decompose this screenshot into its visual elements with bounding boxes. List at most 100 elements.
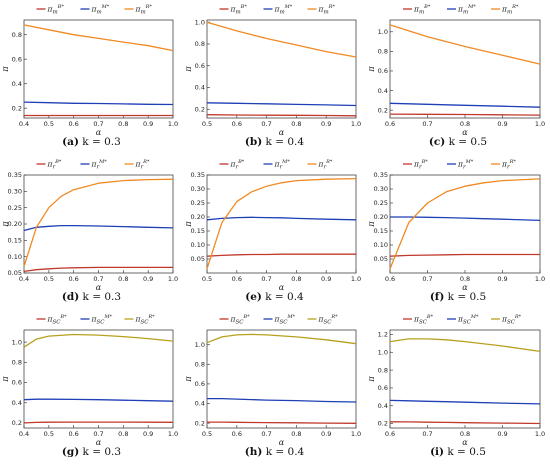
series-line-b — [389, 253, 540, 257]
legend-entry: πrM* — [457, 159, 474, 171]
x-tick-label: 0.6 — [385, 430, 395, 438]
series-line-r_sc — [389, 338, 541, 353]
chart-svg: 0.4 0.5 0.6 0.7 0.8 0.9 1.0 0.2 0.4 0.6 0.8 α π πmB* π… — [1, 4, 178, 137]
legend-entry: πrM* — [274, 159, 291, 171]
y-tick-label: 0.35 — [374, 171, 388, 179]
chart-svg: 0.5 0.6 0.7 0.8 0.9 1.0 0.2 0.4 0.6 0.8 1.0 α π πSCB*… — [184, 314, 361, 447]
y-tick-label: 0.15 — [374, 227, 388, 235]
x-tick-label: 0.9 — [143, 120, 153, 128]
caption-text: k = 0.5 — [447, 291, 487, 303]
y-tick-label: 0.4 — [195, 84, 205, 92]
legend-entry: πrR* — [135, 159, 150, 171]
legend-entry: πSCM* — [91, 314, 113, 326]
series-line-m — [23, 398, 174, 402]
caption-text: k = 0.3 — [82, 136, 121, 148]
plot-frame — [206, 329, 357, 429]
x-tick-label: 0.9 — [497, 120, 507, 128]
x-tick-label: 0.8 — [291, 430, 301, 438]
panel-caption: (a) k = 0.3 — [0, 136, 183, 148]
caption-text: k = 0.5 — [447, 446, 486, 458]
panel-caption: (c) k = 0.5 — [366, 136, 550, 148]
legend-entry: πSCR* — [318, 314, 339, 326]
y-tick-label: 0.10 — [191, 241, 205, 249]
x-tick-label: 0.7 — [422, 275, 432, 283]
caption-text: k = 0.3 — [82, 446, 122, 458]
plot-frame — [206, 19, 357, 119]
series-line-b — [206, 253, 356, 257]
x-tick-label: 0.5 — [202, 275, 212, 283]
legend-entry: πSCM* — [457, 314, 479, 326]
y-axis-label: π — [1, 376, 10, 383]
y-tick-label: 0.05 — [191, 255, 205, 263]
x-tick-label: 0.7 — [93, 275, 103, 283]
caption-label: (h) — [244, 446, 263, 458]
chart-svg: 0.6 0.7 0.8 0.9 1.0 0.2 0.4 0.6 0.8 1.0 1.2 α π πSCB*… — [367, 314, 545, 447]
x-tick-label: 0.8 — [118, 120, 128, 128]
x-tick-label: 0.6 — [68, 275, 78, 283]
chart-panel-b: 0.5 0.6 0.7 0.8 0.9 1.0 0.2 0.4 0.6 0.8 1.0 α π πmB* π… — [183, 0, 366, 155]
y-tick-label: 0.25 — [191, 199, 205, 207]
y-tick-label: 0.30 — [8, 188, 22, 196]
panel-caption: (g) k = 0.3 — [0, 446, 183, 458]
x-tick-label: 0.5 — [44, 430, 54, 438]
chart-panel-d: 0.4 0.5 0.6 0.7 0.8 0.9 1.0 0.05 0.10 0.15 0.20 0.2… — [0, 155, 183, 310]
series-line-b — [23, 266, 173, 273]
y-tick-label: 0.8 — [12, 31, 22, 39]
x-tick-label: 0.9 — [321, 430, 331, 438]
panel-caption: (f) k = 0.5 — [366, 291, 550, 303]
x-tick-label: 0.5 — [44, 275, 54, 283]
x-axis-label: α — [96, 128, 102, 137]
x-tick-label: 1.0 — [351, 120, 361, 128]
x-tick-label: 0.5 — [202, 430, 212, 438]
series-line-r_sc — [23, 333, 174, 348]
x-tick-label: 0.9 — [497, 275, 507, 283]
x-tick-label: 0.9 — [143, 275, 153, 283]
x-tick-label: 1.0 — [168, 120, 178, 128]
y-tick-label: 0.6 — [378, 384, 388, 392]
chart-svg: 0.6 0.7 0.8 0.9 1.0 0.2 0.4 0.6 0.8 1.0 α π πmB* πmM*… — [367, 4, 545, 137]
caption-label: (a) — [62, 136, 79, 148]
legend-entry: πrR* — [318, 159, 333, 171]
series-line-m — [23, 224, 174, 232]
x-tick-label: 0.8 — [118, 430, 128, 438]
series-line-r_r — [206, 177, 357, 269]
y-axis-label: π — [184, 66, 193, 73]
caption-label: (b) — [244, 136, 263, 148]
legend-entry: πrR* — [501, 159, 516, 171]
series-line-m — [206, 216, 357, 221]
y-tick-label: 0.15 — [191, 227, 205, 235]
legend-entry: πrM* — [91, 159, 108, 171]
chart-panel-c: 0.6 0.7 0.8 0.9 1.0 0.2 0.4 0.6 0.8 1.0 α π πmB* πmM*… — [366, 0, 550, 155]
x-tick-label: 1.0 — [168, 275, 178, 283]
x-axis-label: α — [279, 128, 285, 137]
chart-panel-a: 0.4 0.5 0.6 0.7 0.8 0.9 1.0 0.2 0.4 0.6 0.8 α π πmB* π… — [0, 0, 183, 155]
x-tick-label: 0.6 — [385, 275, 395, 283]
series-line-b — [389, 113, 541, 116]
x-tick-label: 0.7 — [422, 430, 432, 438]
series-line-r_sc — [206, 333, 357, 345]
caption-label: (e) — [245, 291, 262, 303]
x-tick-label: 0.5 — [44, 120, 54, 128]
x-tick-label: 0.6 — [232, 120, 242, 128]
x-axis-label: α — [462, 438, 468, 447]
legend-entry: πSCR* — [135, 314, 156, 326]
x-axis-label: α — [279, 438, 285, 447]
legend-entry: πmR* — [135, 4, 153, 16]
y-tick-label: 0.6 — [195, 380, 205, 388]
x-tick-label: 0.6 — [232, 275, 242, 283]
series-line-b — [23, 421, 174, 424]
x-tick-label: 0.8 — [460, 430, 470, 438]
series-line-r_r — [23, 178, 174, 267]
legend-entry: πmB* — [47, 4, 65, 16]
plot-frame — [23, 174, 174, 274]
chart-panel-e: 0.5 0.6 0.7 0.8 0.9 1.0 0.05 0.10 0.15 0.20 0.25 0.… — [183, 155, 366, 310]
x-tick-label: 0.9 — [497, 430, 507, 438]
x-tick-label: 0.7 — [261, 275, 271, 283]
x-axis-label: α — [279, 283, 285, 292]
y-tick-label: 0.2 — [12, 104, 22, 112]
series-line-m — [207, 397, 357, 403]
x-axis-label: α — [96, 438, 102, 447]
x-tick-label: 0.7 — [93, 120, 103, 128]
panel-caption: (d) k = 0.3 — [0, 291, 183, 303]
y-tick-label: 0.8 — [378, 366, 388, 374]
